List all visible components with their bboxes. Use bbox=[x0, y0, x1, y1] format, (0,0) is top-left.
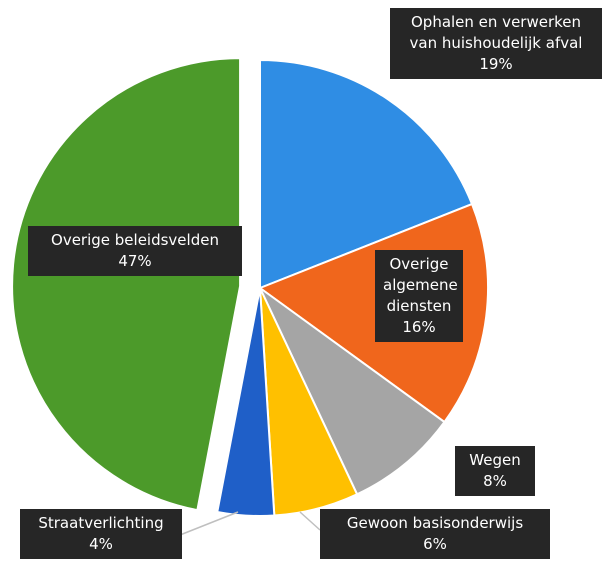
label-name: Gewoon basisonderwijs bbox=[346, 514, 524, 532]
label-value: 6% bbox=[423, 535, 447, 553]
label-value: 16% bbox=[402, 318, 436, 336]
pie-slice bbox=[259, 287, 446, 496]
label-name: Overige beleidsvelden bbox=[51, 231, 219, 249]
label-name: Wegen bbox=[469, 451, 521, 469]
label-value: 8% bbox=[483, 472, 507, 490]
label-name: Ophalen en verwerken van huishoudelijk a… bbox=[409, 13, 583, 52]
data-label: Wegen 8% bbox=[455, 446, 535, 496]
label-value: 19% bbox=[479, 55, 513, 73]
data-label: Gewoon basisonderwijs 6% bbox=[320, 509, 550, 559]
data-label: Overige beleidsvelden 47% bbox=[28, 226, 242, 276]
leader-line bbox=[179, 511, 239, 536]
leader-line bbox=[299, 511, 321, 531]
label-value: 47% bbox=[118, 252, 152, 270]
data-label: Overige algemene diensten 16% bbox=[375, 250, 463, 342]
label-value: 4% bbox=[89, 535, 113, 553]
pie-slice bbox=[216, 287, 276, 517]
label-name: Overige algemene diensten bbox=[383, 255, 458, 315]
pie-slice bbox=[11, 57, 242, 512]
data-label: Straatverlichting 4% bbox=[20, 509, 182, 559]
label-name: Straatverlichting bbox=[38, 514, 164, 532]
pie-slice bbox=[259, 58, 474, 290]
data-label: Ophalen en verwerken van huishoudelijk a… bbox=[390, 8, 602, 79]
